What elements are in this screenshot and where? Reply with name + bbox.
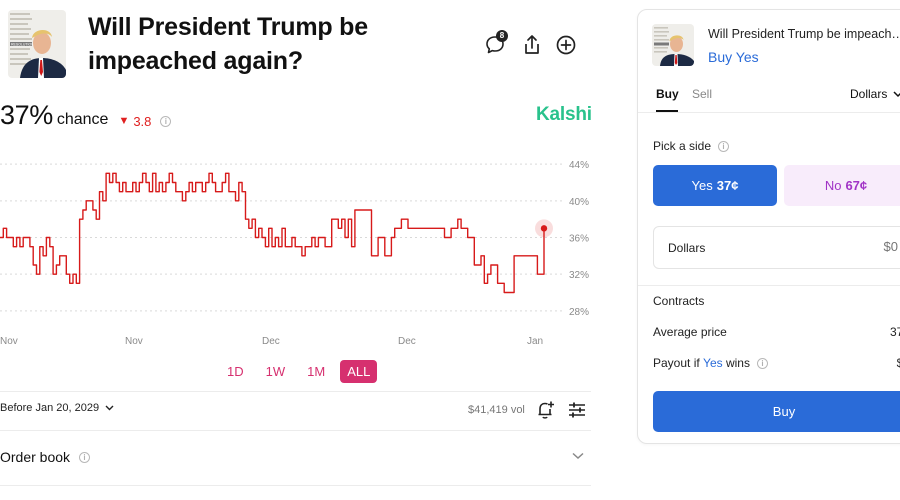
active-tab-indicator [656,110,678,112]
payout-suffix: wins [725,356,750,370]
no-label: No [824,178,842,193]
info-circle-icon[interactable]: i [756,357,768,369]
payout-prefix: Payout if [653,356,700,370]
y-tick-label: 40% [569,197,589,208]
selected-side-label: Buy Yes [708,49,759,65]
y-tick-label: 36% [569,234,589,245]
volume-text: $41,419 vol [468,404,525,416]
order-book-header[interactable]: Order book i [0,449,91,465]
buy-no-button[interactable]: No 67¢ [784,165,900,206]
currency-select[interactable]: Dollars [850,87,900,101]
market-thumbnail: RESOLUTION [8,10,66,78]
buy-yes-button[interactable]: Yes 37¢ [653,165,777,206]
brand-logo: Kalshi [536,104,592,125]
panel-market-thumbnail [652,24,694,66]
chance-change: ▼ 3.8 [118,114,151,129]
market-title: Will President Trump be impeached again? [88,13,368,75]
no-price: 67¢ [845,178,868,193]
range-tab-1m[interactable]: 1M [307,364,326,379]
plus-circle-icon[interactable] [553,32,579,58]
order-book-label: Order book [0,449,71,465]
submit-buy-button[interactable]: Buy [653,391,900,432]
range-tabs: 1D 1W 1M ALL [220,360,378,383]
pick-side-label: Pick a side i [653,139,730,153]
payout-value: $0 [896,356,900,370]
range-tab-1w[interactable]: 1W [265,364,286,379]
series-line [0,172,545,294]
info-circle-icon[interactable]: i [79,451,91,463]
divider [0,430,591,431]
price-chart[interactable]: 44% 40% 36% 32% 28% Nov Nov Dec Dec Jan [0,145,592,350]
yes-price: 37¢ [716,178,739,193]
amount-label: Dollars [668,241,706,255]
comment-count-badge: 8 [496,30,508,42]
chevron-down-icon [893,90,900,97]
x-tick-label: Dec [398,336,416,347]
sliders-icon[interactable] [567,400,587,420]
divider [638,112,900,113]
payout-label: Payout if Yes wins i [653,356,768,370]
average-price-label: Average price [653,325,727,339]
share-icon[interactable] [519,32,545,58]
chance-change-value: 3.8 [133,113,152,129]
chance-summary: 37% chance ▼ 3.8 i [0,100,172,134]
date-filter-select[interactable]: Before Jan 20, 2029 [0,402,114,414]
divider [638,285,900,286]
range-tab-all[interactable]: ALL [340,360,378,383]
tab-sell[interactable]: Sell [692,87,713,101]
down-triangle-icon: ▼ [118,115,130,127]
panel-market-title: Will President Trump be impeache... [708,27,900,41]
y-tick-label: 28% [569,307,589,318]
chance-percent: 37% [0,100,53,130]
comment-bubble-icon[interactable]: 8 [482,30,508,58]
payout-side: Yes [703,356,723,370]
chevron-down-icon [105,405,114,411]
bell-plus-icon[interactable] [536,400,556,420]
contracts-label: Contracts [653,294,705,308]
range-tab-1d[interactable]: 1D [227,364,244,379]
tab-buy[interactable]: Buy [656,87,679,101]
average-price-value: 37¢ [889,325,900,339]
current-point [540,225,548,232]
amount-field[interactable]: Dollars [653,226,900,269]
yes-label: Yes [691,178,713,193]
y-tick-label: 44% [569,160,589,171]
chance-label: chance [56,111,109,128]
x-tick-label: Jan [527,336,543,347]
divider [0,391,591,392]
x-tick-label: Nov [0,336,18,347]
x-tick-label: Dec [262,336,280,347]
pick-side-text: Pick a side [653,139,712,153]
thumbnail-caption: RESOLUTION [11,43,34,47]
trade-panel: Will President Trump be impeache... Buy … [637,9,900,444]
date-filter-label: Before Jan 20, 2029 [0,402,100,414]
info-circle-icon[interactable]: i [160,116,172,127]
currency-label: Dollars [850,87,888,101]
chevron-down-icon[interactable] [572,452,584,460]
y-tick-label: 32% [569,270,589,281]
info-circle-icon[interactable]: i [718,140,730,152]
amount-input[interactable] [774,239,898,254]
divider [0,485,591,486]
x-tick-label: Nov [125,336,143,347]
